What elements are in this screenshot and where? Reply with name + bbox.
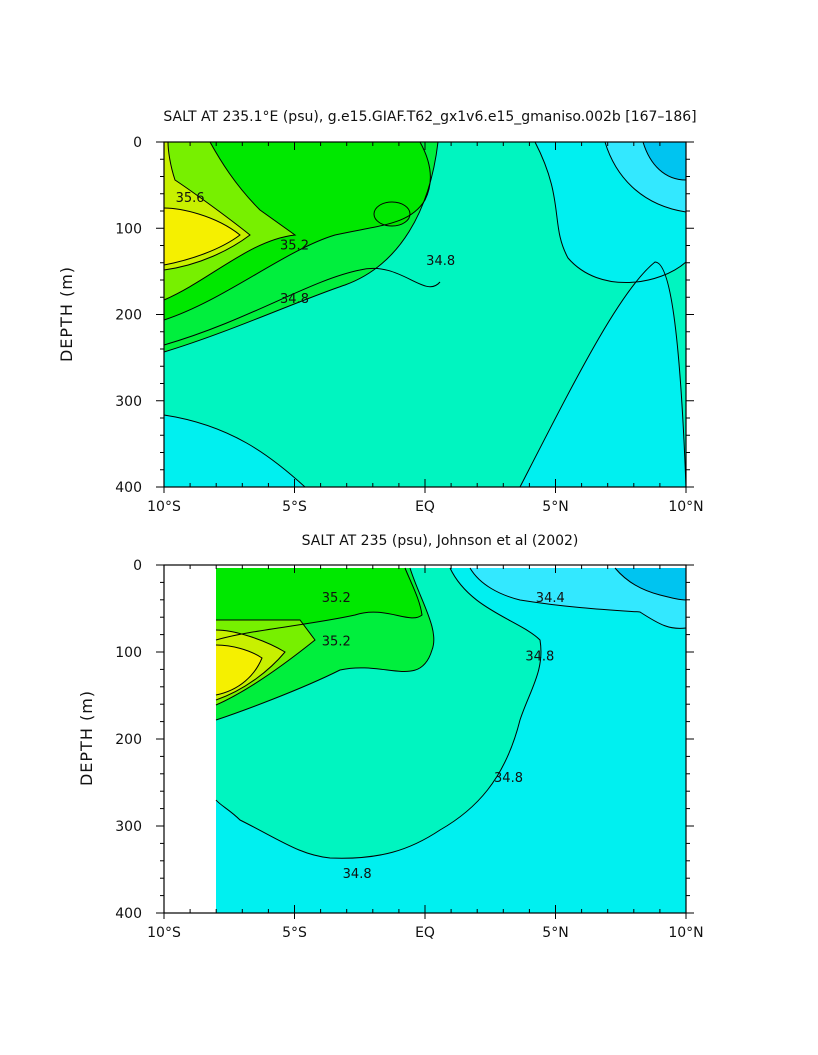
bottom-contour-label: 34.8: [343, 867, 372, 882]
bottom-fill-34_2: [615, 568, 686, 600]
top-xtick-label: 5°S: [282, 499, 307, 515]
bottom-line-34_2: [614, 567, 687, 601]
top-line-35_6: [163, 141, 251, 271]
top-contour-lines: [163, 141, 687, 488]
top-line-34_6-deep: [163, 414, 306, 488]
top-contour-fill: [164, 142, 686, 487]
top-contour-label: 35.2: [280, 239, 309, 254]
top-contour-label: 34.8: [280, 292, 309, 307]
bottom-xtick-label: 5°S: [282, 925, 307, 941]
top-line-34_6-northdeep: [519, 261, 687, 488]
top-fill-34_6-northdeep: [520, 262, 686, 487]
bottom-line-35_2: [215, 567, 423, 641]
top-contour-label: 35.6: [176, 191, 205, 206]
bottom-fill-35_8: [216, 645, 262, 695]
top-line-35_8: [163, 207, 241, 266]
top-line-34_8: [163, 267, 441, 346]
bottom-contour-label: 34.4: [536, 591, 565, 606]
top-xtick-label: 10°S: [147, 499, 181, 515]
top-fill-35_8: [164, 208, 240, 265]
bottom-line-35_4: [215, 619, 316, 706]
bottom-line-35_8: [215, 644, 263, 696]
top-ytick-label: 400: [115, 480, 142, 496]
bottom-ylabel: DEPTH (m): [77, 690, 96, 786]
top-contour-label: 34.8: [426, 254, 455, 269]
top-panel: SALT AT 235.1°E (psu), g.e15.GIAF.T62_gx…: [57, 109, 704, 515]
bottom-xtick-label: 5°N: [542, 925, 568, 941]
bottom-line-35_0: [215, 567, 435, 721]
bottom-contour-label: 34.8: [525, 649, 554, 664]
bottom-line-34_8: [215, 567, 542, 859]
bottom-title: SALT AT 235 (psu), Johnson et al (2002): [302, 533, 579, 549]
top-line-35_2-blob: [373, 201, 411, 227]
top-title: SALT AT 235.1°E (psu), g.e15.GIAF.T62_gx…: [163, 109, 696, 125]
top-contour-labels: 35.6 35.2 34.8 34.8: [176, 191, 456, 307]
bottom-contour-label: 34.8: [494, 771, 523, 786]
bottom-line-35_6: [215, 629, 286, 701]
bottom-xtick-label: 10°N: [668, 925, 703, 941]
bottom-contour-label: 35.2: [322, 591, 351, 606]
bottom-ytick-label: 200: [115, 732, 142, 748]
top-line-34_2: [642, 141, 687, 181]
bottom-ytick-label: 0: [133, 558, 142, 574]
bottom-panel: SALT AT 235 (psu), Johnson et al (2002) …: [77, 533, 704, 941]
top-line-35_0: [163, 141, 439, 353]
bottom-ytick-label: 400: [115, 906, 142, 922]
top-ytick-label: 100: [115, 221, 142, 237]
bottom-contour-lines: [215, 567, 687, 859]
bottom-line-34_4: [469, 567, 687, 629]
bottom-xtick-label: EQ: [415, 925, 435, 941]
top-ylabel: DEPTH (m): [57, 266, 76, 362]
bottom-axes: 10°S 5°S EQ 5°N 10°N 0 100 200 300 400: [115, 558, 703, 941]
bottom-xtick-label: 10°S: [147, 925, 181, 941]
bottom-contour-label: 35.2: [322, 635, 351, 650]
top-fill-34_6-deep: [164, 415, 305, 487]
top-xtick-label: EQ: [415, 499, 435, 515]
top-ytick-label: 0: [133, 135, 142, 151]
top-ytick-label: 300: [115, 394, 142, 410]
top-line-34_4: [604, 141, 687, 213]
top-axes: 10°S 5°S EQ 5°N 10°N 0 100 200 300 400: [115, 135, 703, 515]
top-xtick-label: 5°N: [542, 499, 568, 515]
top-line-34_6-north: [534, 141, 687, 284]
top-xtick-label: 10°N: [668, 499, 703, 515]
bottom-ytick-label: 100: [115, 645, 142, 661]
bottom-ytick-label: 300: [115, 819, 142, 835]
top-line-35_4: [163, 141, 297, 301]
bottom-contour-labels: 35.2 35.2 34.4 34.8 34.8 34.8: [322, 591, 565, 882]
top-ytick-label: 200: [115, 308, 142, 324]
top-fill-34_2: [643, 142, 686, 180]
